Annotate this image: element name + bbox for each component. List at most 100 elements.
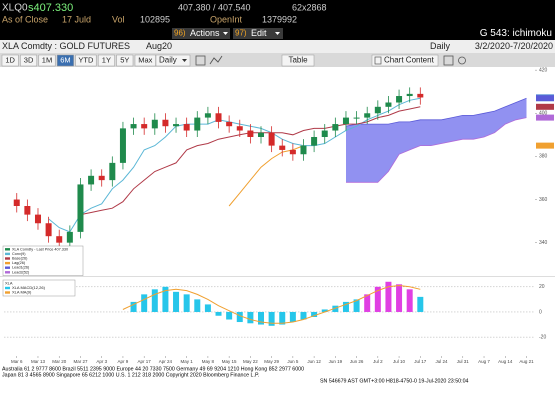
x-tick-label: Jul 31 (457, 359, 470, 364)
legend-swatch (5, 257, 10, 260)
range-button[interactable] (1, 54, 19, 67)
range-button[interactable] (75, 54, 97, 67)
actions-number: 96) (174, 29, 186, 38)
x-tick-label: Jul 17 (414, 359, 427, 364)
tool-icon[interactable] (195, 55, 206, 66)
candle-body (226, 121, 233, 127)
x-tick-label: Apr 24 (159, 359, 173, 364)
x-tick-label: Aug 7 (478, 359, 490, 364)
range-button[interactable] (56, 54, 74, 67)
footer-line: Japan 81 3 4565 8900 Singapore 65 6212 1… (2, 372, 259, 378)
actions-button[interactable] (172, 28, 230, 39)
histogram-bar (406, 289, 413, 312)
histogram-bar (385, 281, 392, 312)
value-tag (536, 103, 554, 110)
range-button[interactable] (20, 54, 38, 67)
x-tick-label: Apr 3 (96, 359, 107, 364)
range-button[interactable] (38, 54, 56, 67)
footer-line: Australia 61 2 9777 8600 Brazil 5511 239… (2, 366, 304, 372)
indicator-line (48, 97, 421, 233)
candle-body (311, 137, 318, 146)
footer-line: SN 546679 AST GMT+3:00 H818-4750-0 19-Ju… (320, 378, 469, 384)
bid-ask-size: 62x2868 (292, 2, 327, 12)
cloud-edge (345, 97, 527, 127)
candle-body (162, 119, 169, 127)
security-name: XLA Comdty : GOLD FUTURES (2, 41, 130, 51)
histogram-bar (258, 311, 265, 325)
frequency-button[interactable] (155, 54, 191, 67)
candle-body (342, 117, 349, 125)
x-tick-label: Mar 20 (52, 359, 67, 364)
value-tag (536, 142, 554, 149)
range-label: YTD (78, 55, 94, 64)
chart-content-button[interactable] (371, 54, 439, 67)
volume: 102895 (140, 14, 170, 24)
edit-button[interactable] (233, 28, 283, 39)
candle-body (364, 113, 371, 118)
legend-swatch (5, 271, 10, 274)
range-label: 3D (24, 55, 34, 64)
value-tag (536, 95, 554, 102)
as-of-date: 17 Juld (62, 14, 91, 24)
x-tick-label: Apr 17 (138, 359, 152, 364)
range-label: 1M (42, 55, 52, 64)
histogram-bar (374, 286, 381, 312)
legend-label: Conv(9) (12, 252, 26, 256)
histogram-bar (353, 299, 360, 312)
range-buttons: 1D 3D 1M 6M YTD 1Y 5Y Max (1, 54, 156, 67)
range-button[interactable] (97, 54, 115, 67)
range-label: 1D (5, 55, 15, 64)
candle-body (258, 132, 265, 137)
candle-body (34, 214, 41, 224)
histogram-bar (173, 291, 180, 312)
tool-icon[interactable] (443, 55, 454, 66)
candle-body (130, 124, 137, 129)
histogram-bar (194, 299, 201, 312)
candle-body (321, 130, 328, 137)
legend-swatch (5, 252, 10, 256)
histogram-bar (289, 311, 296, 323)
x-tick-label: May 1 (181, 359, 194, 364)
candle-body (353, 117, 360, 119)
legend-swatch (5, 291, 10, 294)
tool-icon[interactable] (458, 56, 466, 65)
tool-icon[interactable] (209, 55, 223, 65)
candle-body (98, 175, 105, 181)
legend-label: XLA MA(9) (12, 290, 32, 295)
histogram-bar (226, 311, 233, 320)
signal-line (122, 284, 421, 324)
candle-body (173, 124, 180, 127)
contract: Aug20 (146, 41, 172, 51)
candle-body (109, 162, 116, 181)
candle-body (204, 113, 211, 118)
histogram-bar (247, 311, 254, 324)
candle-body (151, 119, 158, 129)
histogram-bar (215, 311, 222, 316)
table-button[interactable] (281, 54, 315, 67)
x-tick-label: Jul 24 (436, 359, 449, 364)
candle-body (141, 124, 148, 129)
candle-body (417, 93, 424, 98)
x-tick-label: Jun 12 (307, 359, 321, 364)
actions-label: Actions (190, 28, 220, 38)
range-button[interactable] (134, 54, 156, 67)
y-tick-label: 0 (539, 309, 542, 315)
histogram-bar (321, 309, 328, 312)
y-tick-label: 20 (539, 284, 545, 290)
frequency: Daily (159, 56, 177, 65)
last-price: s407.330 (28, 2, 73, 14)
y-tick-label: 360 (539, 197, 548, 203)
histogram-bar (332, 305, 339, 312)
histogram-bar (279, 311, 286, 325)
volume-label: Vol (112, 14, 125, 24)
x-tick-label: Aug 21 (519, 359, 534, 364)
candle-body (77, 184, 84, 232)
x-tick-label: May 29 (264, 359, 279, 364)
legend-swatch (5, 286, 10, 290)
candle-body (374, 106, 381, 114)
x-tick-label: Jun 19 (329, 359, 343, 364)
y-tick-label: 420 (539, 67, 548, 73)
range-button[interactable] (116, 54, 134, 67)
dropdown-arrow (275, 32, 280, 35)
